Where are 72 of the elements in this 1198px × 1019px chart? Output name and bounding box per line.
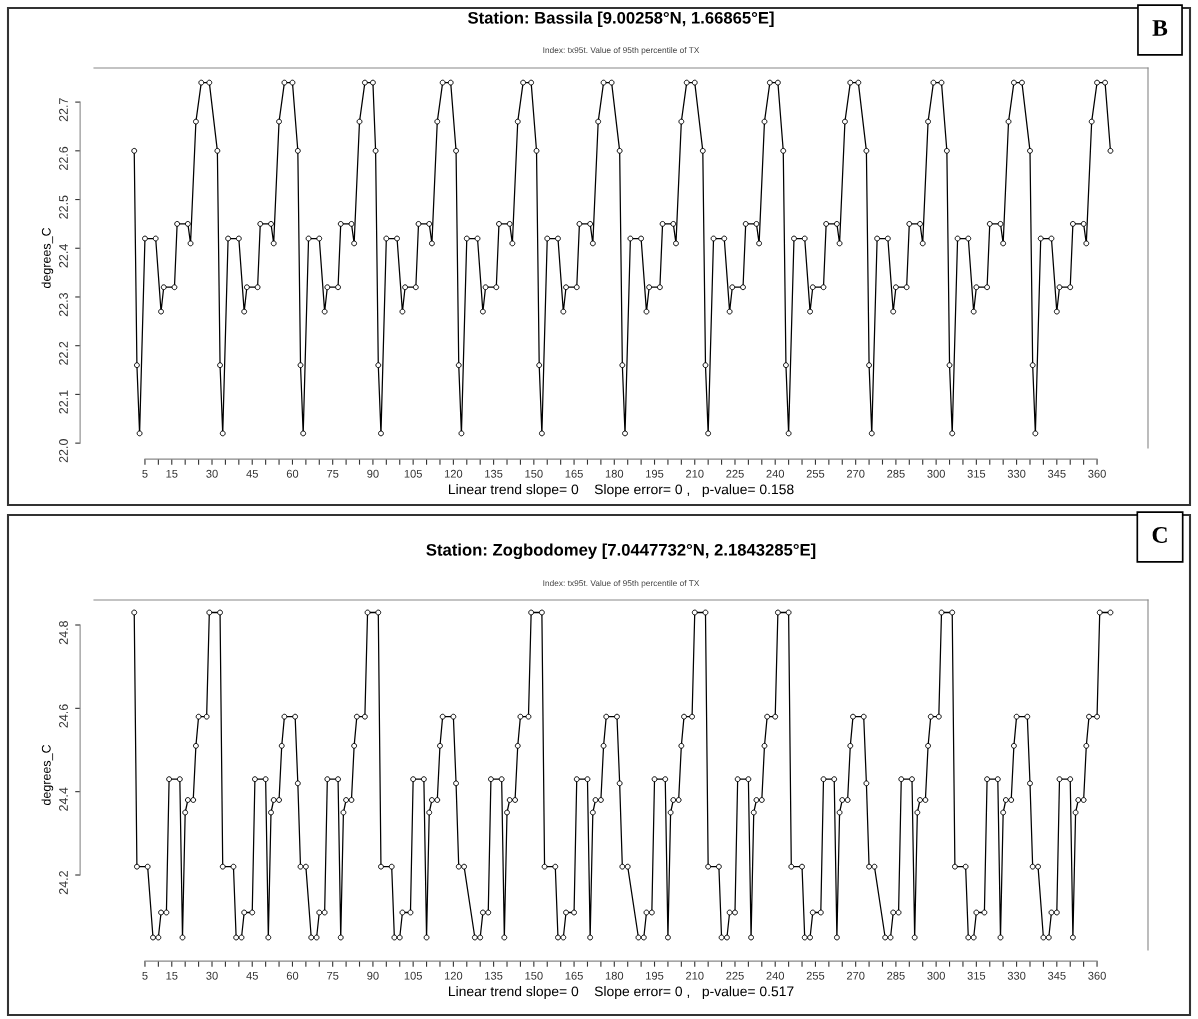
x-tick-label: 120 [444,469,463,478]
x-tick-label: 135 [485,971,503,980]
x-tick-label: 345 [1047,469,1066,478]
x-tick-label: 75 [327,971,339,980]
x-tick-label: 195 [646,469,664,478]
y-axis-title: degrees_C [41,227,54,289]
x-tick-label: 165 [565,971,583,980]
x-tick-label: 150 [525,971,543,980]
x-tick-label: 150 [525,469,543,478]
x-tick-label: 255 [806,469,825,478]
y-tick-label: 22.3 [59,292,68,317]
x-tick-label: 90 [367,971,379,980]
x-tick-label: 210 [686,971,704,980]
x-tick-label: 105 [404,469,422,478]
y-tick-label: 22.7 [59,98,68,122]
x-tick-label: 60 [286,971,299,980]
x-tick-label: 165 [565,469,583,478]
x-tick-label: 135 [485,469,503,478]
x-tick-label: 210 [686,469,704,478]
x-tick-label: 5 [142,469,148,478]
y-tick-label: 24.4 [59,787,68,811]
y-tick-label: 22.1 [59,390,68,414]
x-tick-label: 45 [246,971,258,980]
x-axis-title: Linear trend slope= 0 Slope error= 0 , p-value= 0.517 [449,986,794,999]
text: C [1152,527,1167,543]
x-tick-label: 225 [726,469,744,478]
y-tick-label: 24.2 [59,871,68,895]
x-tick-label: 15 [166,971,178,980]
x-tick-label: 5 [142,971,148,980]
y-tick-label: 22.5 [59,195,68,219]
x-tick-label: 195 [646,971,664,980]
x-tick-label: 300 [927,469,945,478]
x-tick-label: 180 [605,469,624,478]
x-tick-label: 330 [1007,469,1026,478]
y-tick-label: 22.4 [59,244,68,268]
x-axis-title: Linear trend slope= 0 Slope error= 0 , p-value= 0.158 [449,484,794,497]
x-tick-label: 120 [444,971,463,980]
x-tick-label: 360 [1088,971,1106,980]
x-tick-label: 45 [246,469,258,478]
x-tick-label: 315 [967,971,986,980]
x-tick-label: 225 [726,971,744,980]
x-tick-label: 75 [327,469,339,478]
x-tick-label: 345 [1047,971,1066,980]
x-tick-label: 270 [846,469,865,478]
y-tick-label: 24.8 [59,621,68,645]
x-tick-label: 105 [404,971,422,980]
chart-subtitle: Index: tx95t. Value of 95th percentile of TX [543,579,700,588]
y-tick-label: 22.6 [59,146,68,170]
chart-subtitle: Index: tx95t. Value of 95th percentile of TX [543,46,700,55]
x-tick-label: 90 [367,469,379,478]
x-tick-label: 285 [887,469,905,478]
y-tick-label: 24.6 [59,704,68,728]
y-tick-label: 22.0 [59,439,68,463]
y-axis-title: degrees_C [41,744,54,806]
chart-title: Station: Bassila [9.00258°N, 1.66865°E] [467,11,774,28]
x-tick-label: 30 [206,971,218,980]
x-tick-label: 360 [1088,469,1106,478]
text: B [1152,20,1168,36]
x-tick-label: 300 [927,971,945,980]
x-tick-label: 15 [166,469,178,478]
x-tick-label: 30 [206,469,218,478]
x-tick-label: 255 [806,971,825,980]
x-tick-label: 60 [286,469,299,478]
x-tick-label: 180 [605,971,624,980]
x-tick-label: 240 [766,971,785,980]
y-tick-label: 22.2 [59,341,68,365]
x-tick-label: 330 [1007,971,1026,980]
x-tick-label: 240 [766,469,785,478]
chart-title: Station: Zogbodomey [7.0447732°N, 2.1843285°E] [426,543,816,560]
x-tick-label: 270 [846,971,865,980]
x-tick-label: 315 [967,469,986,478]
x-tick-label: 285 [887,971,905,980]
